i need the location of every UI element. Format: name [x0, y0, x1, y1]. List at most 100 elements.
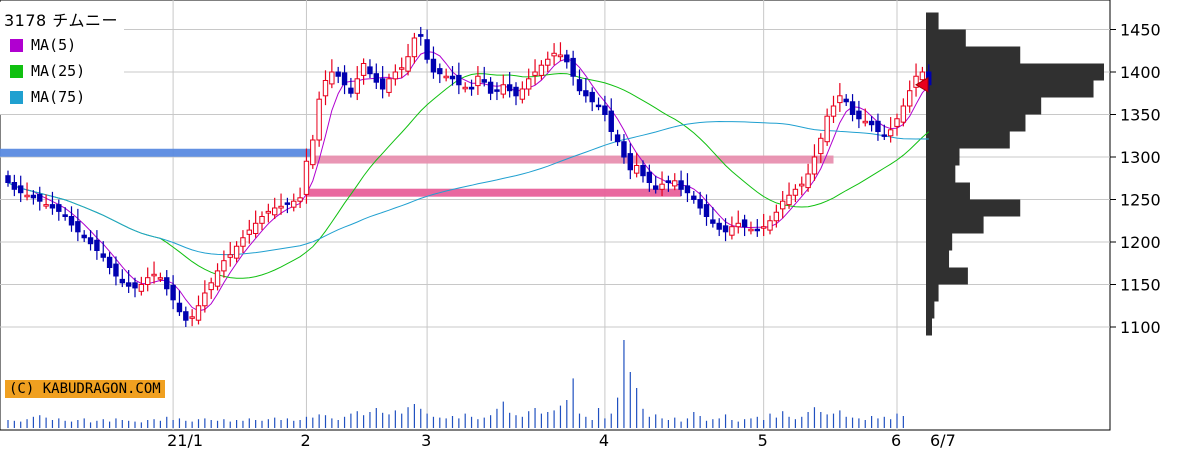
candle-body-62	[399, 67, 405, 70]
candle-body-1	[11, 182, 18, 190]
candle-body-41	[265, 210, 272, 214]
candle-body-14	[94, 239, 100, 252]
candle-body-103	[659, 183, 665, 190]
chart-title: 3178 チムニー	[4, 11, 118, 30]
candle-body-67	[430, 58, 437, 73]
volume-profile-bar-1120	[926, 301, 935, 319]
candle-body-21	[138, 284, 145, 292]
candle-body-65	[418, 34, 424, 37]
candle-body-43	[278, 205, 284, 209]
candle-body-68	[437, 68, 443, 75]
candle-body-112	[716, 222, 722, 230]
price-band-0	[0, 148, 313, 157]
candle-body-56	[360, 63, 367, 76]
candle-body-70	[449, 75, 456, 80]
candle-body-104	[665, 180, 672, 184]
legend-item-ma75: MA(75)	[4, 84, 118, 110]
last-date-label: 6/7	[930, 431, 956, 450]
candle-body-138	[881, 134, 887, 137]
volume-profile-bar-1440	[926, 29, 966, 47]
volume-profile-bar-1340	[926, 114, 1026, 132]
candle-body-119	[760, 226, 767, 229]
candle-body-95	[608, 110, 614, 132]
candle-body-37	[240, 237, 246, 247]
candle-body-84	[538, 64, 545, 76]
copyright-credit: (C) KABUDRAGON.COM	[5, 380, 165, 398]
candle-body-94	[602, 105, 608, 115]
candle-body-100	[640, 165, 646, 177]
candle-body-30	[195, 305, 202, 321]
candle-body-99	[633, 165, 640, 174]
candle-body-143	[913, 75, 919, 88]
candle-body-36	[233, 245, 240, 259]
candle-body-71	[456, 74, 462, 86]
volume-profile-bar-1280	[926, 165, 956, 183]
candle-body-75	[481, 79, 487, 83]
candle-body-2	[18, 185, 24, 194]
price-band-2	[306, 188, 682, 197]
candle-body-15	[100, 253, 106, 258]
candle-body-60	[386, 78, 392, 93]
ma75-line	[7, 120, 929, 256]
volume-profile-bar-1300	[926, 148, 960, 166]
candle-body-46	[297, 197, 303, 202]
candle-body-31	[202, 292, 208, 307]
candle-body-102	[653, 185, 659, 190]
candle-body-59	[379, 78, 386, 90]
candle-body-11	[75, 221, 81, 233]
candle-body-64	[411, 37, 418, 58]
candle-body-12	[81, 234, 87, 239]
legend-label-ma25: MA(25)	[31, 62, 86, 80]
candle-body-136	[868, 120, 875, 126]
candle-body-33	[214, 270, 221, 287]
legend-swatch-ma5	[10, 38, 23, 52]
candle-body-45	[291, 200, 297, 208]
x-tick-label-4: 4	[599, 431, 609, 450]
candle-body-20	[132, 282, 138, 289]
candle-body-110	[703, 204, 710, 218]
volume-profile-bar-1360	[926, 97, 1042, 115]
candle-body-116	[741, 219, 748, 228]
candle-body-4	[30, 194, 37, 199]
legend-item-ma25: MA(25)	[4, 58, 118, 84]
date-axis: 21/1 2 3 4 5 6 6/7	[167, 431, 956, 450]
candle-body-54	[348, 87, 354, 94]
volume-profile-bar-1260	[926, 182, 970, 200]
candle-body-88	[564, 54, 570, 63]
candle-body-87	[557, 54, 564, 58]
y-tick-label-1400: 1400	[1120, 63, 1161, 82]
candle-body-52	[335, 71, 341, 77]
candle-body-125	[799, 183, 805, 187]
candle-body-28	[183, 311, 189, 321]
candle-body-128	[818, 137, 824, 155]
candle-body-69	[443, 75, 449, 79]
candle-body-81	[519, 88, 526, 100]
candle-body-111	[710, 219, 716, 224]
current-price-marker	[915, 76, 929, 93]
candle-body-10	[68, 216, 75, 226]
x-tick-label-2: 2	[300, 431, 310, 450]
candle-body-6	[43, 204, 49, 207]
current-price-arrow	[915, 76, 929, 93]
candle-body-144	[919, 71, 926, 81]
candle-body-137	[875, 120, 881, 133]
candle-body-38	[246, 229, 253, 235]
candle-body-73	[468, 86, 475, 90]
candle-body-50	[322, 80, 329, 97]
volume-profile-bar-1400	[926, 63, 1104, 81]
chart-legend: 3178 チムニー MA(5) MA(25) MA(75)	[0, 2, 124, 114]
candle-body-79	[506, 84, 513, 92]
volume-profile-bar-1420	[926, 46, 1021, 64]
x-tick-label-6: 6	[891, 431, 901, 450]
candle-body-25	[164, 277, 170, 290]
candle-body-127	[811, 156, 818, 175]
volume-profile-bar-1240	[926, 199, 1021, 217]
x-tick-label-21/1: 21/1	[167, 431, 203, 450]
candle-body-13	[87, 237, 94, 245]
volume-profile-bar-1460	[926, 12, 939, 30]
candle-body-109	[697, 199, 703, 209]
candle-body-132	[843, 98, 849, 103]
y-tick-label-1450: 1450	[1120, 21, 1161, 40]
x-tick-label-5: 5	[758, 431, 768, 450]
candle-body-107	[684, 185, 691, 194]
